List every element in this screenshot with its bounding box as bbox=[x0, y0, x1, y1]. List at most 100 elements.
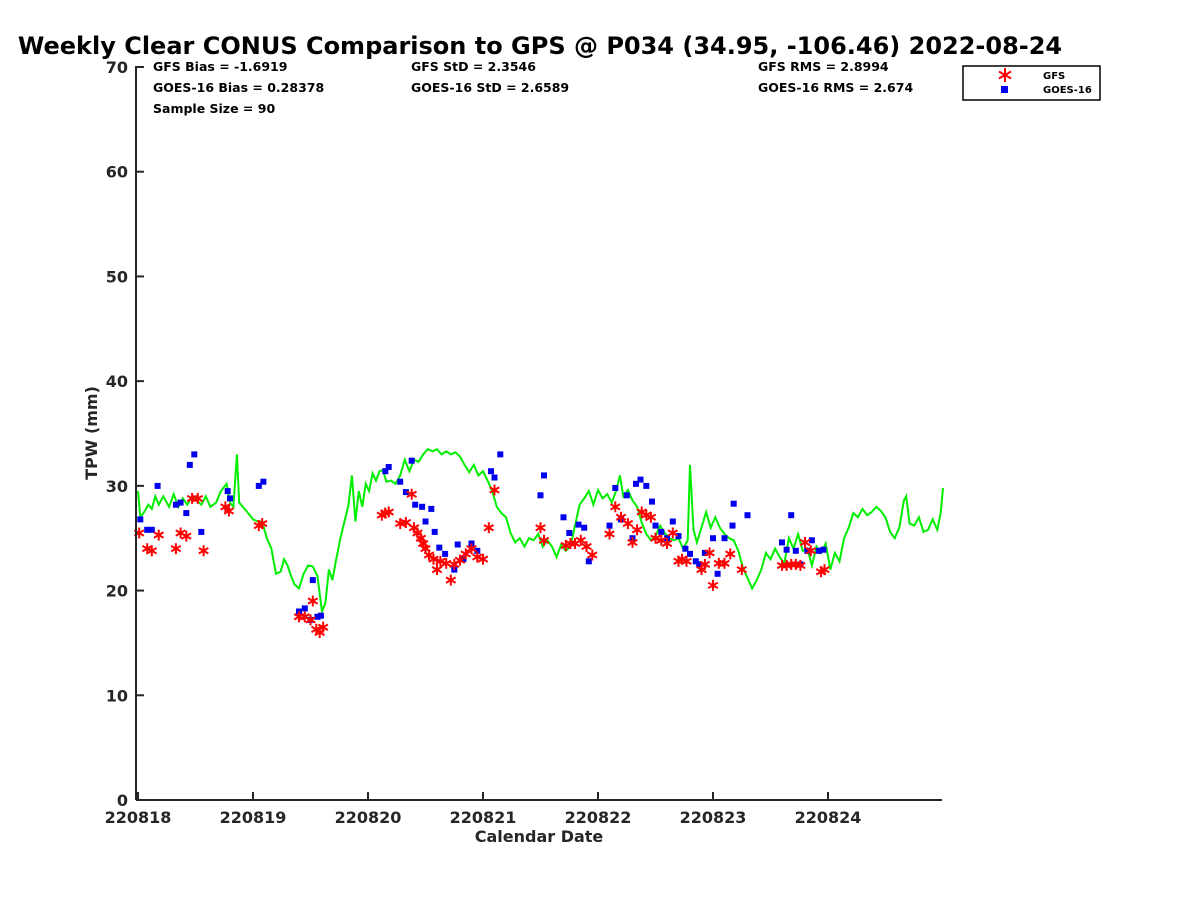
gfs-data-point bbox=[622, 518, 634, 530]
gfs-data-point bbox=[719, 557, 730, 569]
stats-block: GFS Bias = -1.6919 GOES-16 Bias = 0.2837… bbox=[153, 59, 913, 116]
y-tick-label: 60 bbox=[106, 163, 128, 182]
goes-data-point bbox=[385, 464, 392, 470]
x-tick-label: 220822 bbox=[565, 808, 632, 827]
goes-data-point bbox=[227, 495, 233, 502]
x-tick-label: 220824 bbox=[795, 808, 862, 827]
goes-data-point bbox=[692, 558, 699, 565]
gfs-data-point bbox=[704, 547, 715, 559]
gfs-data-point bbox=[153, 529, 164, 541]
x-tick-label: 220821 bbox=[450, 808, 517, 827]
goes-data-point bbox=[186, 461, 193, 468]
chart-title: Weekly Clear CONUS Comparison to GPS @ P… bbox=[18, 32, 1062, 60]
gfs-data-point bbox=[724, 548, 736, 560]
gfs-data-point bbox=[631, 524, 643, 536]
goes-data-point bbox=[428, 505, 435, 512]
goes-data-point bbox=[422, 518, 429, 525]
goes-data-point bbox=[721, 535, 728, 542]
goes-data-point bbox=[541, 472, 547, 479]
goes-data-point bbox=[682, 545, 689, 552]
goes-data-point bbox=[633, 480, 639, 487]
legend-box bbox=[962, 65, 1101, 101]
x-tick-label: 220819 bbox=[220, 808, 287, 827]
gfs-data-point bbox=[604, 528, 615, 540]
goes-data-point bbox=[804, 547, 811, 554]
goes-data-point bbox=[224, 488, 231, 495]
goes-data-point bbox=[575, 521, 582, 528]
gfs-bias-stat: GFS Bias = -1.6919 bbox=[153, 59, 287, 74]
gfs-data-point bbox=[146, 545, 158, 557]
goes-bias-stat: GOES-16 Bias = 0.28378 bbox=[153, 80, 324, 95]
gfs-data-point bbox=[667, 527, 679, 539]
goes-data-point bbox=[154, 482, 161, 489]
gfs-data-point bbox=[661, 538, 673, 549]
goes-data-point bbox=[397, 478, 404, 485]
goes-data-point bbox=[637, 476, 644, 483]
gfs-data-point bbox=[223, 505, 235, 517]
goes-data-point bbox=[454, 541, 461, 548]
plot-area bbox=[133, 447, 944, 638]
goes-data-point bbox=[198, 528, 205, 535]
gfs-data-point bbox=[645, 511, 657, 523]
goes-data-point bbox=[696, 561, 703, 568]
gfs-data-point bbox=[181, 530, 192, 542]
goes-data-point bbox=[808, 537, 815, 544]
goes-data-point bbox=[675, 533, 682, 540]
gfs-data-point bbox=[423, 549, 435, 561]
goes-data-point bbox=[643, 482, 650, 489]
gfs-data-point bbox=[538, 534, 550, 546]
goes-data-point bbox=[382, 468, 389, 475]
goes-data-point bbox=[172, 501, 179, 508]
y-axis-label: TPW (mm) bbox=[82, 386, 101, 480]
goes-data-point bbox=[491, 474, 498, 481]
goes-data-point bbox=[612, 485, 619, 491]
gfs-data-point bbox=[471, 551, 483, 563]
gfs-data-point bbox=[198, 545, 209, 557]
gfs-data-point bbox=[575, 534, 587, 546]
gfs-data-point bbox=[535, 522, 546, 534]
goes-data-point bbox=[309, 577, 316, 584]
goes-data-point bbox=[701, 549, 708, 556]
goes-data-point bbox=[442, 550, 449, 557]
goes-data-point bbox=[744, 512, 751, 519]
goes-data-point bbox=[669, 518, 676, 525]
goes-data-point bbox=[144, 526, 151, 533]
goes-data-point bbox=[137, 516, 144, 523]
legend-label-goes: GOES-16 bbox=[1043, 85, 1092, 96]
gfs-std-stat: GFS StD = 2.3546 bbox=[411, 59, 536, 74]
y-tick-label: 20 bbox=[106, 582, 128, 601]
goes-data-point bbox=[779, 539, 785, 546]
goes-data-point bbox=[652, 522, 659, 529]
y-tick-label: 50 bbox=[106, 267, 128, 286]
gfs-data-point bbox=[483, 522, 495, 534]
goes-data-point bbox=[792, 547, 799, 554]
y-tick-label: 0 bbox=[117, 791, 128, 810]
gfs-data-point bbox=[192, 492, 204, 504]
gfs-data-point bbox=[307, 595, 319, 607]
gfs-data-point bbox=[256, 518, 268, 530]
sample-size-stat: Sample Size = 90 bbox=[153, 101, 275, 116]
gfs-data-point bbox=[466, 543, 477, 555]
gfs-data-point bbox=[799, 536, 811, 548]
legend-marker-gfs bbox=[998, 68, 1012, 82]
gfs-data-point bbox=[681, 555, 692, 567]
goes-data-point bbox=[497, 451, 504, 458]
goes-data-point bbox=[412, 501, 419, 508]
goes-data-point bbox=[560, 514, 567, 521]
gfs-data-point bbox=[460, 548, 472, 560]
goes-data-point bbox=[488, 468, 494, 475]
gfs-data-point bbox=[431, 564, 443, 576]
goes-data-point bbox=[260, 478, 267, 485]
gfs-data-point bbox=[581, 541, 592, 553]
goes-data-point bbox=[431, 528, 438, 535]
gfs-data-point bbox=[428, 553, 439, 565]
goes-data-point bbox=[177, 499, 184, 506]
gfs-data-point bbox=[440, 557, 452, 569]
goes-data-point bbox=[317, 612, 324, 619]
gfs-data-point bbox=[627, 536, 638, 548]
goes-data-point bbox=[606, 522, 613, 529]
gfs-data-point bbox=[170, 543, 182, 555]
gfs-data-point bbox=[650, 532, 661, 544]
gfs-data-point bbox=[383, 506, 394, 518]
